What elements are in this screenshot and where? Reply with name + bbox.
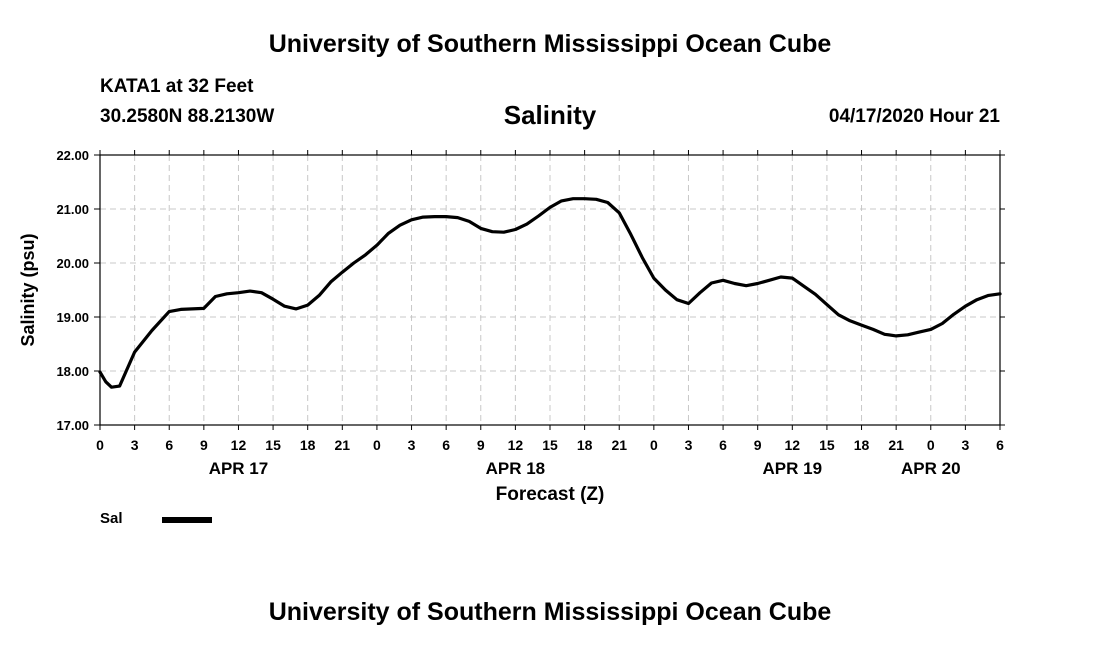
page-title: University of Southern Mississippi Ocean… [268, 30, 832, 58]
y-tick-label: 18.00 [56, 364, 89, 379]
x-tick-label: 21 [888, 437, 904, 453]
day-label: APR 19 [763, 459, 823, 478]
x-tick-label: 0 [927, 437, 935, 453]
x-tick-label: 15 [819, 437, 835, 453]
y-tick-label: 21.00 [56, 202, 89, 217]
x-tick-label: 21 [335, 437, 351, 453]
axes [94, 150, 1005, 430]
forecast-datetime: 04/17/2020 Hour 21 [828, 106, 1000, 127]
footer-title: University of Southern Mississippi Ocean… [268, 598, 832, 626]
station-label: KATA1 at 32 Feet [100, 76, 254, 97]
x-tick-label: 9 [200, 437, 208, 453]
day-label: APR 20 [901, 459, 961, 478]
x-tick-label: 18 [577, 437, 593, 453]
x-tick-label: 18 [300, 437, 316, 453]
x-tick-label: 3 [131, 437, 139, 453]
x-tick-label: 6 [165, 437, 173, 453]
x-tick-label: 12 [231, 437, 247, 453]
plot-frame [99, 154, 1001, 426]
x-tick-label: 9 [754, 437, 762, 453]
day-label: APR 18 [486, 459, 546, 478]
x-tick-label: 6 [996, 437, 1004, 453]
x-tick-label: 21 [611, 437, 627, 453]
series-line-sal [98, 197, 1002, 389]
x-tick-label: 3 [408, 437, 416, 453]
day-label: APR 17 [209, 459, 269, 478]
x-tick-label: 12 [508, 437, 524, 453]
y-tick-label: 19.00 [56, 310, 89, 325]
x-tick-label: 18 [854, 437, 870, 453]
station-coordinates: 30.2580N 88.2130W [100, 106, 275, 127]
x-tick-label: 6 [719, 437, 727, 453]
y-tick-label: 20.00 [56, 256, 89, 271]
x-tick-label: 3 [961, 437, 969, 453]
grid-lines [100, 155, 1000, 425]
x-tick-label: 12 [785, 437, 801, 453]
x-tick-label: 3 [685, 437, 693, 453]
x-tick-label: 15 [542, 437, 558, 453]
y-tick-label: 17.00 [56, 418, 89, 433]
x-tick-label: 6 [442, 437, 450, 453]
x-tick-label: 15 [265, 437, 281, 453]
legend-label-sal: Sal [100, 510, 123, 527]
y-tick-label: 22.00 [56, 148, 89, 163]
tick-labels: 17.00 18.00 19.00 20.00 21.00 22.00 0 3 6 9 12 15 18… [56, 148, 1004, 478]
series-layer [98, 197, 1002, 389]
x-axis-label: Forecast (Z) [496, 484, 605, 505]
x-tick-label: 0 [96, 437, 104, 453]
y-axis-label: Salinity (psu) [18, 233, 38, 346]
chart-title: Salinity [503, 100, 597, 130]
x-tick-label: 0 [650, 437, 658, 453]
x-tick-label: 9 [477, 437, 485, 453]
x-tick-label: 0 [373, 437, 381, 453]
legend-swatch-sal [162, 517, 212, 523]
